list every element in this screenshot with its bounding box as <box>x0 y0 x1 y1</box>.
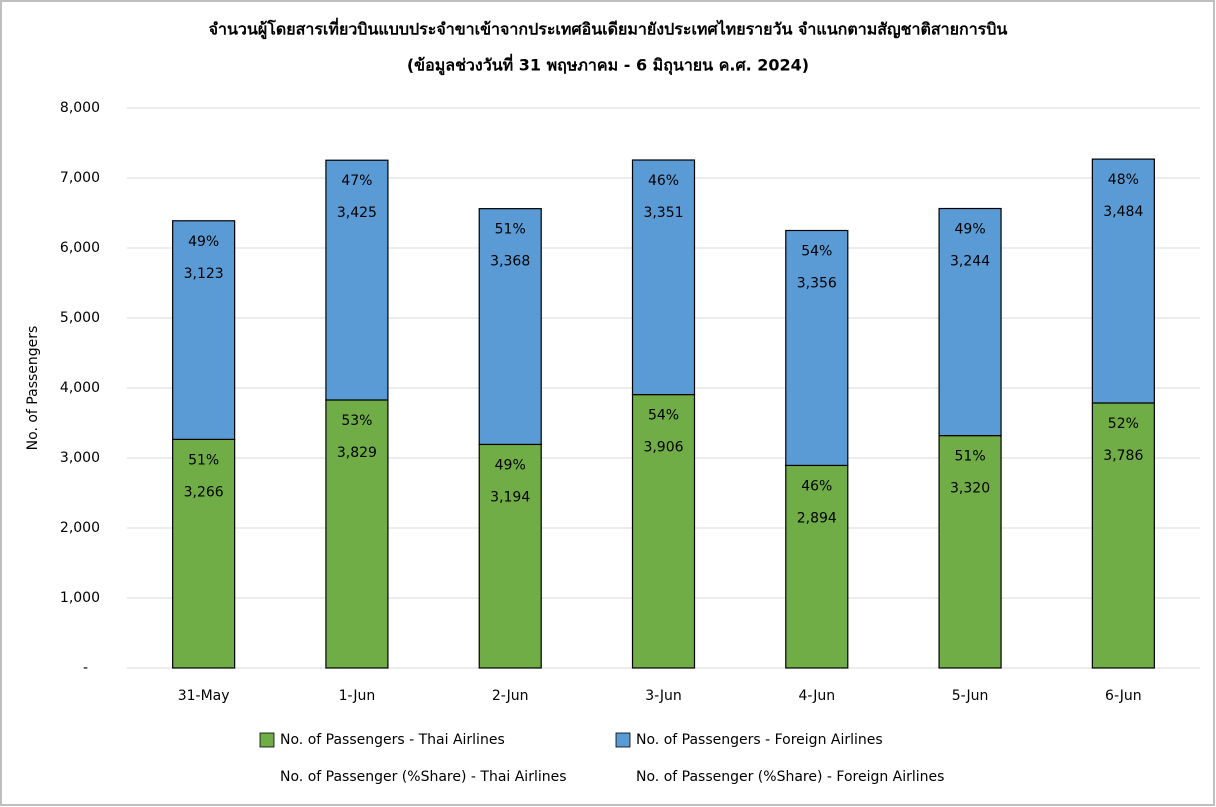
value-label: 3,368 <box>490 254 530 270</box>
x-tick-label: 5-Jun <box>952 688 989 704</box>
share-label: 47% <box>341 173 372 189</box>
value-label: 3,351 <box>643 205 683 221</box>
value-label: 3,194 <box>490 489 530 505</box>
share-label: 49% <box>495 457 526 473</box>
y-tick-label: 1,000 <box>60 590 100 606</box>
value-label: 3,425 <box>337 205 377 221</box>
chart-title: จำนวนผู้โดยสารเที่ยวบินแบบประจำขาเข้าจาก… <box>209 18 1008 41</box>
share-label: 46% <box>648 173 679 189</box>
x-tick-label: 4-Jun <box>798 688 835 704</box>
chart-subtitle: (ข้อมูลช่วงวันที่ 31 พฤษภาคม - 6 มิถุนาย… <box>407 54 809 77</box>
bar-segment <box>478 443 542 669</box>
y-tick-label: - <box>83 660 88 676</box>
y-axis-title: No. of Passengers <box>25 326 41 451</box>
bar-segment <box>172 438 236 669</box>
bar-segment <box>938 207 1002 437</box>
share-label: 49% <box>955 222 986 238</box>
bar-segment <box>785 229 849 467</box>
bar-segment <box>631 159 696 396</box>
bar-segment <box>325 399 389 669</box>
bar-segment <box>478 208 542 446</box>
value-label: 2,894 <box>797 510 837 526</box>
bar-segment <box>1091 402 1155 669</box>
x-tick-label: 6-Jun <box>1105 688 1142 704</box>
value-label: 3,906 <box>643 440 683 456</box>
share-label: 48% <box>1108 172 1139 188</box>
share-label: 53% <box>341 413 372 429</box>
value-label: 3,266 <box>184 484 224 500</box>
legend-label: No. of Passengers - Thai Airlines <box>280 732 505 748</box>
share-label: 51% <box>495 222 526 238</box>
y-tick-label: 6,000 <box>60 240 100 256</box>
share-label: 46% <box>801 478 832 494</box>
value-label: 3,829 <box>337 445 377 461</box>
x-tick-label: 1-Jun <box>339 688 376 704</box>
value-label: 3,123 <box>184 266 224 282</box>
value-label: 3,244 <box>950 254 990 270</box>
bar-segment <box>172 220 236 440</box>
y-tick-label: 8,000 <box>60 100 100 116</box>
x-tick-label: 31-May <box>178 688 230 704</box>
share-label: 49% <box>188 234 219 250</box>
bar-segment <box>938 435 1002 669</box>
y-tick-label: 3,000 <box>60 450 100 466</box>
y-tick-label: 5,000 <box>60 310 100 326</box>
share-label: 52% <box>1108 416 1139 432</box>
bar-segment <box>631 393 696 669</box>
bar-segment <box>785 464 849 669</box>
share-label: 54% <box>648 408 679 424</box>
legend-swatch <box>259 732 275 748</box>
legend-label: No. of Passengers - Foreign Airlines <box>636 732 883 748</box>
value-label: 3,484 <box>1103 204 1143 220</box>
legend-label: No. of Passenger (%Share) - Foreign Airl… <box>636 769 944 785</box>
share-label: 54% <box>801 244 832 260</box>
legend-swatch <box>615 732 631 748</box>
x-tick-label: 3-Jun <box>645 688 682 704</box>
bar-segment <box>1091 158 1155 404</box>
share-label: 51% <box>955 449 986 465</box>
value-label: 3,320 <box>950 481 990 497</box>
y-tick-label: 7,000 <box>60 170 100 186</box>
y-tick-label: 4,000 <box>60 380 100 396</box>
value-label: 3,356 <box>797 276 837 292</box>
value-label: 3,786 <box>1103 448 1143 464</box>
share-label: 51% <box>188 452 219 468</box>
bar-segment <box>325 159 389 401</box>
legend-label: No. of Passenger (%Share) - Thai Airline… <box>280 769 567 785</box>
y-tick-label: 2,000 <box>60 520 100 536</box>
x-tick-label: 2-Jun <box>492 688 529 704</box>
